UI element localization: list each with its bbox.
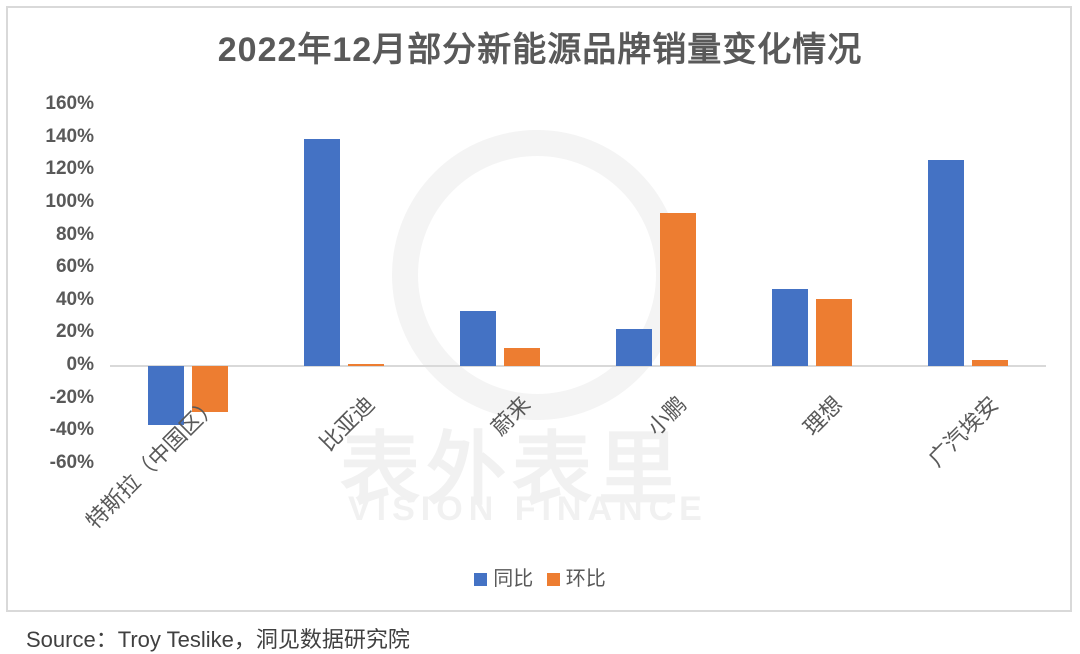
chart-title: 2022年12月部分新能源品牌销量变化情况: [217, 31, 863, 69]
bar-yoy: [616, 328, 652, 367]
legend-swatch-yoy: [474, 573, 488, 587]
bar-yoy: [148, 366, 184, 425]
y-tick-label: 100%: [45, 190, 94, 212]
bar-yoy: [772, 289, 808, 367]
y-tick-label: -20%: [49, 386, 94, 408]
y-tick-label: 160%: [45, 93, 94, 114]
y-tick-label: -40%: [49, 419, 94, 441]
y-tick-label: 40%: [55, 288, 94, 310]
legend-swatch-mom: [546, 573, 560, 587]
y-tick-label: -60%: [49, 452, 94, 473]
bar-mom: [192, 366, 228, 412]
legend-label-yoy: 同比: [493, 568, 534, 590]
y-tick-label: 0%: [66, 354, 94, 376]
bar-yoy: [460, 310, 496, 367]
bar-mom: [816, 299, 852, 367]
y-tick-label: 120%: [45, 158, 94, 180]
bar-mom: [972, 359, 1008, 367]
source-note: Source：Troy Teslike，洞见数据研究院: [26, 627, 410, 652]
bar-yoy: [304, 139, 340, 367]
zero-axis-line: [110, 365, 1046, 368]
watermark-cn: 表外表里: [340, 425, 684, 514]
watermark-logo-icon: [392, 130, 682, 420]
legend: 同比 环比: [0, 562, 1080, 591]
legend-item-yoy: 同比: [474, 562, 533, 591]
bar-mom: [660, 212, 696, 367]
legend-label-mom: 环比: [565, 568, 606, 590]
y-tick-label: 80%: [55, 223, 94, 245]
watermark-en: VISION FINANCE: [348, 490, 708, 528]
y-tick-label: 140%: [45, 125, 94, 147]
y-tick-label: 20%: [55, 321, 94, 343]
bar-mom: [348, 364, 384, 367]
y-tick-label: 60%: [55, 256, 94, 278]
bar-yoy: [928, 160, 964, 367]
bar-mom: [504, 348, 540, 367]
legend-item-mom: 环比: [546, 562, 606, 591]
